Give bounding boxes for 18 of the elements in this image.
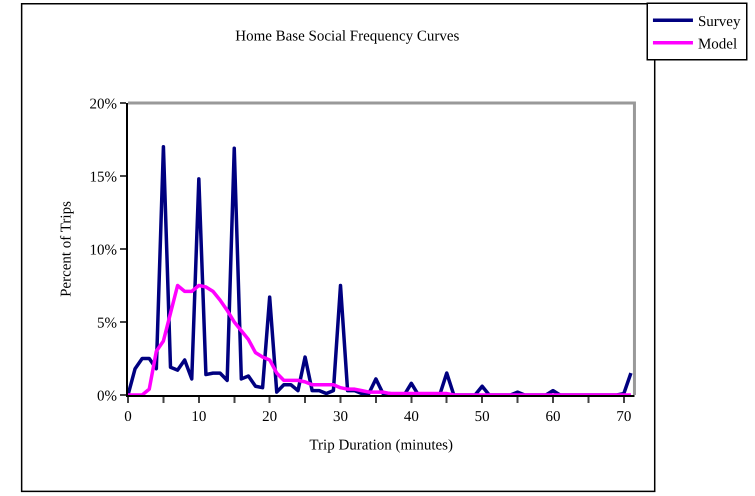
x-tick-label: 0 — [124, 409, 132, 425]
y-tick-label: 20% — [90, 96, 117, 112]
x-tick-label: 10 — [191, 409, 206, 425]
x-tick-label: 60 — [545, 409, 560, 425]
y-tick-label: 10% — [90, 242, 117, 258]
x-tick-label: 50 — [474, 409, 490, 425]
y-axis-title: Percent of Trips — [58, 200, 74, 297]
y-tick-label: 15% — [90, 169, 117, 186]
x-tick-label: 70 — [616, 409, 632, 425]
x-axis-title: Trip Duration (minutes) — [309, 438, 454, 454]
legend-label: Survey — [698, 14, 741, 30]
x-tick-label: 40 — [404, 409, 419, 425]
x-tick-label: 20 — [262, 409, 278, 425]
legend-label: Model — [698, 36, 738, 53]
y-tick-label: 0% — [97, 388, 117, 404]
x-tick-label: 30 — [333, 409, 348, 425]
y-tick-label: 5% — [97, 315, 117, 332]
chart-title: Home Base Social Frequency Curves — [235, 28, 460, 44]
